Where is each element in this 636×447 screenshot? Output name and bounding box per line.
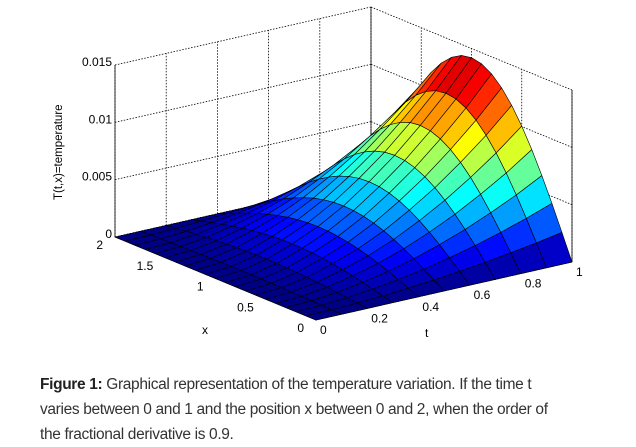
z-tick-label: 0: [105, 227, 112, 241]
t-tick-label: 0.2: [371, 311, 388, 325]
t-tick-label: 0.8: [525, 277, 542, 291]
figure-caption: Figure 1: Graphical representation of th…: [40, 372, 636, 447]
t-tick-label: 0.6: [474, 288, 491, 302]
z-axis-label: T(t,x)=temperature: [53, 104, 65, 200]
surface-face: [305, 309, 342, 321]
t-tick-label: 1: [576, 265, 583, 279]
surface-plot: 0 0.005 0.01 0.015 0 0.2 0.4 0.6 0.8 1 0 0.5 1 1.5 2 t…: [53, 6, 583, 340]
t-tick-label: 0.4: [422, 300, 439, 314]
z-tick-label: 0.005: [82, 170, 112, 184]
surface-mesh: [114, 55, 573, 321]
caption-label: Figure 1:: [40, 376, 103, 393]
grid-line-z: [114, 6, 372, 66]
x-axis-label: x: [202, 323, 208, 337]
x-tick-label: 2: [96, 238, 103, 252]
x-tick-label: 1.5: [137, 259, 154, 273]
caption-text-line2: varies between 0 and 1 and the position …: [40, 401, 548, 418]
x-tick-label: 1: [197, 280, 204, 294]
z-tick-label: 0.015: [82, 55, 112, 69]
t-tick-label: 0: [320, 323, 327, 337]
tick-labels: 0 0.005 0.01 0.015 0 0.2 0.4 0.6 0.8 1 0 0.5 1 1.5 2: [82, 55, 583, 337]
grid-line-z: [114, 63, 372, 123]
caption-text-line1: Graphical representation of the temperat…: [102, 376, 532, 393]
x-tick-label: 0: [297, 321, 304, 335]
caption-text-line3: the fractional derivative is 0.9.: [40, 426, 234, 443]
t-axis-label: t: [425, 326, 429, 340]
x-tick-label: 0.5: [237, 300, 254, 314]
z-tick-label: 0.01: [89, 112, 113, 126]
